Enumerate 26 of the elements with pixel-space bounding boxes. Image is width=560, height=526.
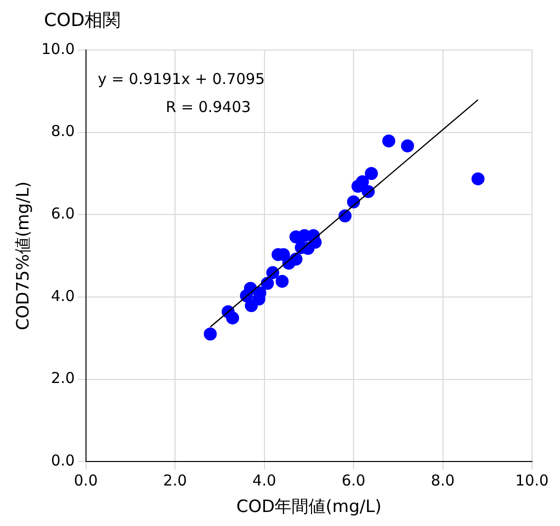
point [226, 311, 240, 324]
x-axis-title: COD年間値(mg/L) [236, 497, 382, 518]
point [204, 328, 217, 341]
x-tick-label: 6.0 [342, 471, 366, 490]
y-tick-label: 8.0 [50, 122, 75, 140]
annotation: y = 0.9191x + 0.7095 [98, 70, 265, 88]
annotation: R = 0.9403 [166, 98, 251, 116]
x-tick-label: 2.0 [163, 471, 187, 490]
point [382, 134, 396, 148]
point [276, 274, 289, 288]
y-tick-label: 10.0 [41, 40, 75, 58]
y-axis-title: COD75%値(mg/L) [14, 181, 34, 330]
y-tick-label: 2.0 [50, 369, 75, 388]
x-tick-label: 10.0 [515, 471, 549, 490]
point [364, 166, 378, 180]
y-tick-label: 0.0 [50, 451, 75, 470]
x-tick-label: 8.0 [430, 471, 455, 490]
y-tick-label: 6.0 [50, 204, 75, 223]
y-tick-label: 4.0 [50, 286, 75, 305]
point [401, 139, 414, 152]
chart-title: COD相関 [44, 9, 121, 32]
point [289, 252, 302, 266]
point [472, 172, 485, 186]
point [356, 175, 369, 188]
x-tick-label: 0.0 [74, 471, 98, 490]
x-tick-label: 4.0 [252, 471, 276, 490]
